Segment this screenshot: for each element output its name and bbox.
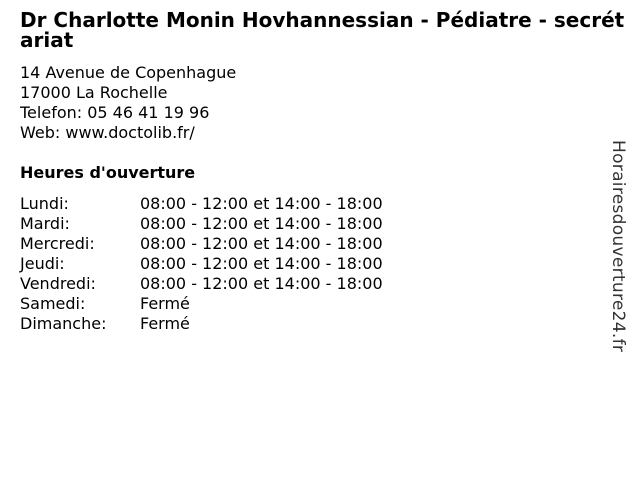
address-web-line: Web: www.doctolib.fr/ xyxy=(20,123,195,142)
address-phone-line: Telefon: 05 46 41 19 96 xyxy=(20,103,210,122)
opening-hours-heading: Heures d'ouverture xyxy=(20,163,196,182)
page: Dr Charlotte Monin Hovhannessian - Pédia… xyxy=(0,10,640,490)
address-street-line: 14 Avenue de Copenhague xyxy=(20,63,237,82)
day-label: Vendredi: xyxy=(20,274,96,293)
time-value: 08:00 - 12:00 et 14:00 - 18:00 xyxy=(140,234,383,253)
time-value: 08:00 - 12:00 et 14:00 - 18:00 xyxy=(140,194,383,213)
day-label: Dimanche: xyxy=(20,314,107,333)
hours-row-vendredi: Vendredi: 08:00 - 12:00 et 14:00 - 18:00 xyxy=(20,274,383,294)
time-value: 08:00 - 12:00 et 14:00 - 18:00 xyxy=(140,254,383,273)
hours-row-lundi: Lundi: 08:00 - 12:00 et 14:00 - 18:00 xyxy=(20,194,383,214)
hours-row-dimanche: Dimanche: Fermé xyxy=(20,314,383,334)
day-label: Jeudi: xyxy=(20,254,65,273)
address-block: 14 Avenue de Copenhague 17000 La Rochell… xyxy=(20,63,640,143)
hours-row-mardi: Mardi: 08:00 - 12:00 et 14:00 - 18:00 xyxy=(20,214,383,234)
time-value: 08:00 - 12:00 et 14:00 - 18:00 xyxy=(140,274,383,293)
hours-row-mercredi: Mercredi: 08:00 - 12:00 et 14:00 - 18:00 xyxy=(20,234,383,254)
day-label: Mardi: xyxy=(20,214,70,233)
address-city-line: 17000 La Rochelle xyxy=(20,83,168,102)
time-value: Fermé xyxy=(140,294,190,313)
hours-row-jeudi: Jeudi: 08:00 - 12:00 et 14:00 - 18:00 xyxy=(20,254,383,274)
watermark-vertical-brand: Horairesdouverture24.fr xyxy=(608,140,628,353)
page-title: Dr Charlotte Monin Hovhannessian - Pédia… xyxy=(20,8,625,52)
time-value: Fermé xyxy=(140,314,190,333)
day-label: Mercredi: xyxy=(20,234,95,253)
day-label: Samedi: xyxy=(20,294,86,313)
hours-row-samedi: Samedi: Fermé xyxy=(20,294,383,314)
opening-hours-table: Lundi: 08:00 - 12:00 et 14:00 - 18:00 Ma… xyxy=(20,194,383,334)
day-label: Lundi: xyxy=(20,194,69,213)
time-value: 08:00 - 12:00 et 14:00 - 18:00 xyxy=(140,214,383,233)
